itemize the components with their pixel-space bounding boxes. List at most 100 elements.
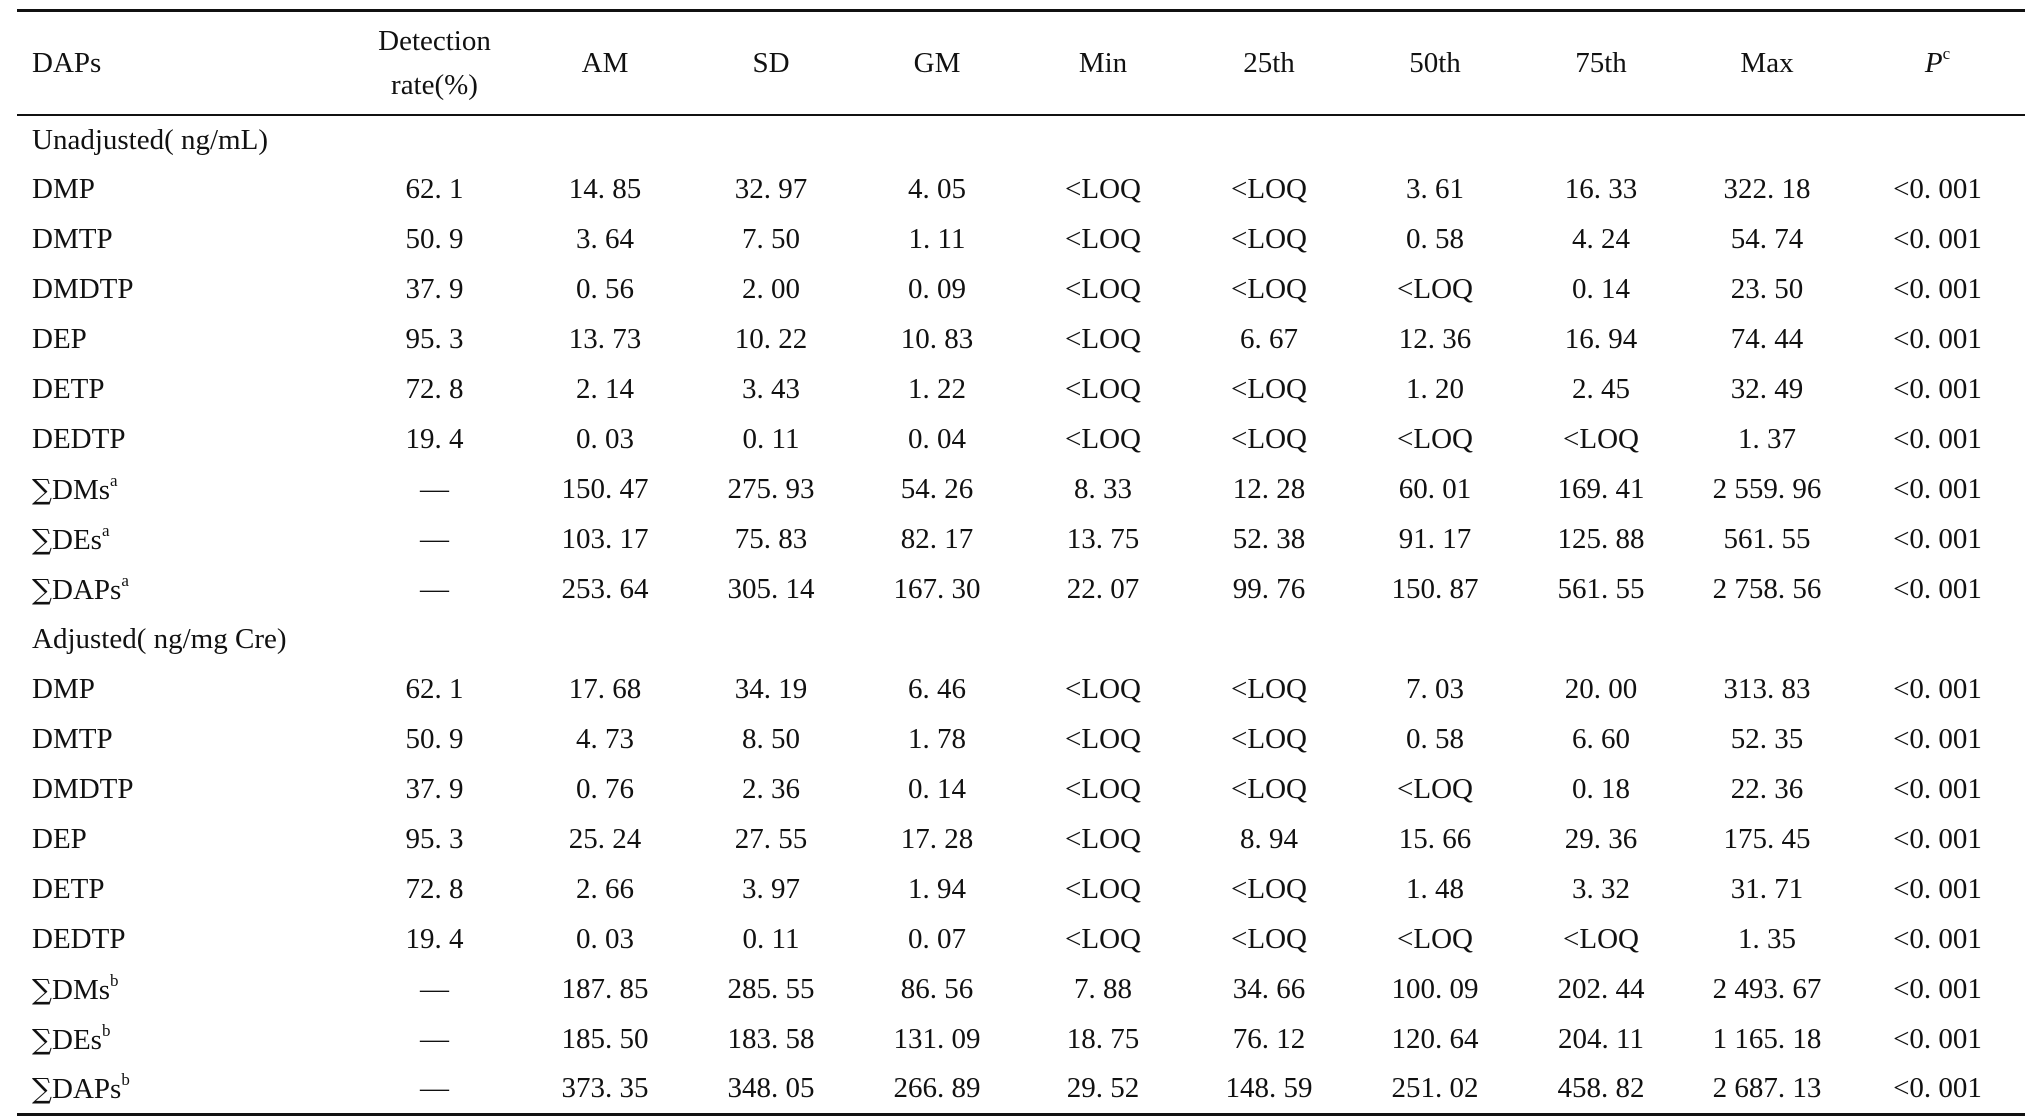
cell-am: 13. 73: [568, 323, 642, 355]
cell-am: 0. 76: [576, 773, 634, 805]
cell-gm: 4. 05: [908, 173, 966, 205]
cell-sd: 3. 97: [742, 873, 800, 905]
cell-detection-rate: 72. 8: [405, 873, 464, 905]
cell-50th: 100. 09: [1391, 973, 1479, 1005]
row-name-cell: DMP: [17, 665, 347, 715]
cell-50th: 91. 17: [1398, 523, 1472, 555]
cell-gm: 1. 22: [908, 373, 966, 405]
cell-50th: <LOQ: [1397, 923, 1473, 955]
header-25th: 25th: [1186, 10, 1352, 116]
row-name-superscript: a: [101, 520, 110, 540]
cell-gm: 10. 83: [900, 323, 974, 355]
cell-gm: 0. 07: [908, 923, 966, 955]
cell-50th: 0. 58: [1406, 223, 1464, 255]
cell-75th: 16. 33: [1564, 173, 1638, 205]
table-row: ∑DAPsa — 253. 64 305. 14 167. 30 22. 07 99. 76…: [17, 565, 2025, 615]
row-name: DEDTP: [32, 423, 126, 455]
table-row: DEP 95. 3 13. 73 10. 22 10. 83 <LOQ 6. 67 12. 3…: [17, 315, 2025, 365]
cell-25th: 52. 38: [1232, 523, 1306, 555]
table-row: DMTP 50. 9 3. 64 7. 50 1. 11 <LOQ <LOQ 0. 58 4. …: [17, 215, 2025, 265]
cell-50th: 15. 66: [1398, 823, 1472, 855]
header-detection-rate: Detection rate(%): [347, 10, 522, 116]
cell-min: <LOQ: [1065, 823, 1141, 855]
cell-sd: 10. 22: [734, 323, 808, 355]
cell-p-value: <0. 001: [1893, 1072, 1982, 1105]
cell-am: 103. 17: [561, 523, 649, 555]
cell-sd: 27. 55: [734, 823, 808, 855]
cell-min: <LOQ: [1065, 423, 1141, 455]
cell-am: 3. 64: [576, 223, 634, 255]
header-max: Max: [1684, 10, 1850, 116]
cell-max: 322. 18: [1723, 173, 1811, 205]
cell-p-value: <0. 001: [1893, 573, 1982, 605]
cell-min: <LOQ: [1065, 373, 1141, 405]
cell-min: <LOQ: [1065, 873, 1141, 905]
cell-p-value: <0. 001: [1893, 423, 1982, 455]
cell-max: 1 165. 18: [1712, 1023, 1822, 1055]
row-name-cell: DMTP: [17, 715, 347, 765]
cell-25th: 6. 67: [1240, 323, 1298, 355]
cell-am: 373. 35: [561, 1072, 649, 1105]
cell-min: 22. 07: [1066, 573, 1140, 605]
row-name: DEs: [52, 523, 102, 556]
row-name: DAPs: [52, 573, 122, 606]
cell-gm: 86. 56: [900, 973, 974, 1005]
header-daps: DAPs: [17, 10, 347, 116]
cell-25th: <LOQ: [1231, 373, 1307, 405]
cell-min: <LOQ: [1065, 923, 1141, 955]
cell-p-value: <0. 001: [1893, 673, 1982, 705]
table-row: DMP 62. 1 17. 68 34. 19 6. 46 <LOQ <LOQ 7. 03 20…: [17, 665, 2025, 715]
cell-sd: 275. 93: [727, 473, 815, 505]
cell-am: 185. 50: [561, 1023, 649, 1055]
cell-p-value: <0. 001: [1893, 823, 1982, 855]
cell-75th: 202. 44: [1557, 973, 1645, 1005]
table-row: DEDTP 19. 4 0. 03 0. 11 0. 07 <LOQ <LOQ <LOQ <LO…: [17, 915, 2025, 965]
cell-50th: 150. 87: [1391, 573, 1479, 605]
header-sd: SD: [688, 10, 854, 116]
row-name: DEP: [32, 823, 87, 855]
row-name-cell: DETP: [17, 865, 347, 915]
cell-gm: 167. 30: [893, 573, 981, 605]
cell-detection-rate: —: [420, 1023, 449, 1055]
row-name-cell: DEDTP: [17, 915, 347, 965]
table-row: DEP 95. 3 25. 24 27. 55 17. 28 <LOQ 8. 94 15. 6…: [17, 815, 2025, 865]
row-name: DMTP: [32, 723, 113, 755]
cell-50th: <LOQ: [1397, 773, 1473, 805]
cell-50th: 60. 01: [1398, 473, 1472, 505]
table-row: DMDTP 37. 9 0. 76 2. 36 0. 14 <LOQ <LOQ <LOQ 0. …: [17, 765, 2025, 815]
cell-sd: 2. 00: [742, 273, 800, 305]
cell-sd: 2. 36: [742, 773, 800, 805]
header-min: Min: [1020, 10, 1186, 116]
sum-symbol: ∑: [32, 1022, 52, 1056]
cell-25th: 148. 59: [1225, 1072, 1313, 1105]
cell-75th: 3. 32: [1572, 873, 1630, 905]
cell-detection-rate: 95. 3: [405, 823, 464, 855]
sum-symbol: ∑: [32, 972, 52, 1006]
cell-am: 0. 56: [576, 273, 634, 305]
cell-75th: 0. 18: [1572, 773, 1630, 805]
section-label: Adjusted( ng/mg Cre): [32, 623, 287, 655]
row-name-cell: DEP: [17, 815, 347, 865]
cell-p-value: <0. 001: [1893, 173, 1982, 205]
sum-symbol: ∑: [32, 522, 52, 556]
cell-min: 8. 33: [1074, 473, 1132, 505]
cell-sd: 8. 50: [742, 723, 800, 755]
table-row: ∑DEsa — 103. 17 75. 83 82. 17 13. 75 52. 38 91.…: [17, 515, 2025, 565]
row-name: DEs: [52, 1023, 102, 1056]
cell-p-value: <0. 001: [1893, 523, 1982, 555]
cell-am: 150. 47: [561, 473, 649, 505]
cell-p-value: <0. 001: [1893, 373, 1982, 405]
row-name-superscript: a: [121, 570, 129, 590]
cell-detection-rate: —: [420, 1072, 449, 1105]
cell-max: 561. 55: [1723, 523, 1811, 555]
cell-25th: <LOQ: [1231, 723, 1307, 755]
cell-p-value: <0. 001: [1893, 1023, 1982, 1055]
cell-am: 17. 68: [568, 673, 642, 705]
cell-max: 1. 35: [1738, 923, 1796, 955]
cell-detection-rate: 62. 1: [405, 173, 464, 205]
row-name-superscript: a: [110, 470, 118, 490]
cell-am: 0. 03: [576, 423, 634, 455]
cell-50th: <LOQ: [1397, 423, 1473, 455]
cell-75th: <LOQ: [1563, 423, 1639, 455]
cell-25th: <LOQ: [1231, 223, 1307, 255]
